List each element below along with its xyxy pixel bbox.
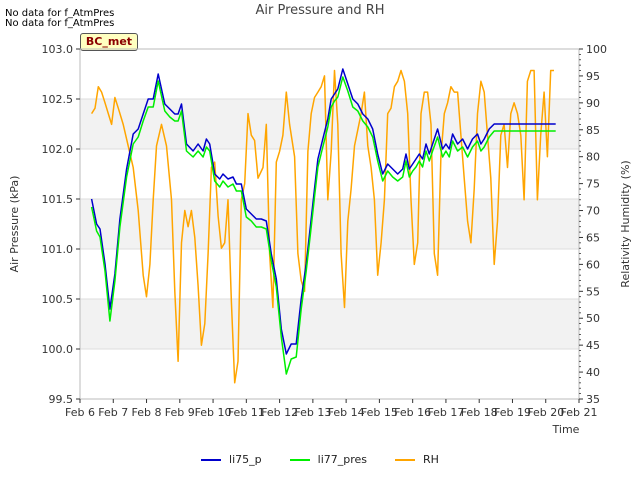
y-tick-label: 102.5: [42, 93, 74, 106]
x-tick-label: Feb 20: [527, 406, 564, 419]
y2-tick-label: 65: [586, 231, 600, 244]
x-tick-label: Feb 21: [561, 406, 598, 419]
x-tick-label: Feb 19: [494, 406, 531, 419]
y-tick-label: 101.5: [42, 193, 74, 206]
legend-label-li75-p: li75_p: [229, 453, 262, 466]
y2-tick-label: 75: [586, 178, 600, 191]
plot-area-frame: [79, 48, 580, 400]
y-tick-label: 103.0: [42, 43, 74, 56]
y2-tick-label: 95: [586, 70, 600, 83]
y2-tick-label: 70: [586, 205, 600, 218]
y2-tick-label: 60: [586, 258, 600, 271]
background-band: [80, 299, 579, 349]
legend: li75_p li77_pres RH: [0, 453, 640, 466]
x-tick-label: Feb 11: [228, 406, 265, 419]
x-tick-label: Feb 8: [132, 406, 162, 419]
series-group: [90, 68, 556, 384]
y-axis-right: 35 40 45 50 55 60 65 70 75 80 85 90 95 100: [579, 43, 607, 406]
no-data-message-2: No data for f_AtmPres: [5, 18, 115, 29]
x-axis-label: Time: [552, 423, 580, 436]
no-data-message-1: No data for f_AtmPres: [5, 8, 115, 19]
x-tick-label: Feb 7: [98, 406, 128, 419]
y-axis-label: Air Pressure (kPa): [8, 176, 21, 273]
chart-title: Air Pressure and RH: [255, 3, 385, 18]
y2-tick-label: 45: [586, 339, 600, 352]
y-tick-label: 100.5: [42, 293, 74, 306]
y-axis-left: 99.5 100.0 100.5 101.0 101.5 102.0 102.5 103.0: [42, 43, 80, 406]
x-tick-label: Feb 6: [65, 406, 95, 419]
legend-item-rh: RH: [395, 453, 439, 466]
y-tick-label: 102.0: [42, 143, 74, 156]
y2-tick-label: 35: [586, 393, 600, 406]
legend-label-rh: RH: [423, 453, 439, 466]
x-tick-label: Feb 15: [361, 406, 398, 419]
series-line-li77-pres: [90, 76, 556, 375]
x-tick-label: Feb 13: [294, 406, 331, 419]
y2-tick-label: 80: [586, 151, 600, 164]
y-tick-label: 101.0: [42, 243, 74, 256]
site-label-badge: BC_met: [80, 33, 138, 51]
legend-label-li77-pres: li77_pres: [317, 453, 368, 466]
x-tick-label: Feb 12: [261, 406, 298, 419]
y2-tick-label: 90: [586, 97, 600, 110]
y-tick-label: 99.5: [49, 393, 74, 406]
y2-tick-label: 40: [586, 366, 600, 379]
y2-tick-label: 85: [586, 124, 600, 137]
x-tick-label: Feb 9: [165, 406, 195, 419]
x-tick-label: Feb 18: [461, 406, 498, 419]
series-line-rh: [90, 69, 554, 384]
x-tick-label: Feb 14: [328, 406, 365, 419]
x-tick-label: Feb 10: [195, 406, 232, 419]
series-line-li75-p: [90, 68, 556, 355]
legend-swatch-li77-pres: [289, 458, 310, 461]
y2-tick-label: 50: [586, 312, 600, 325]
background-band: [80, 199, 579, 249]
y2-tick-label: 100: [586, 43, 607, 56]
legend-swatch-rh: [395, 458, 416, 461]
y2-tick-label: 55: [586, 285, 600, 298]
legend-item-li77-pres: li77_pres: [289, 453, 368, 466]
y2-axis-label: Relativity Humidity (%): [619, 160, 632, 287]
x-tick-label: Feb 17: [427, 406, 464, 419]
background-bands: [80, 99, 579, 349]
legend-item-li75-p: li75_p: [201, 453, 262, 466]
y-tick-label: 100.0: [42, 343, 74, 356]
x-tick-label: Feb 16: [394, 406, 431, 419]
legend-swatch-li75-p: [201, 458, 222, 461]
